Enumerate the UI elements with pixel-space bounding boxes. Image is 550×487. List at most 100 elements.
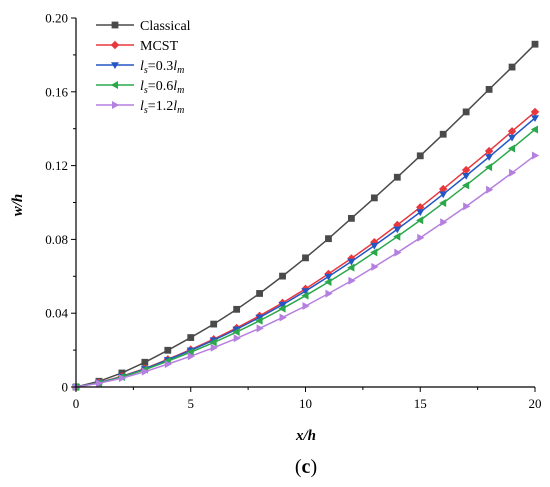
legend-subscript: m xyxy=(177,105,184,116)
legend-subscript: s xyxy=(144,65,148,76)
data-point xyxy=(416,203,425,212)
data-point xyxy=(531,115,539,122)
series-5 xyxy=(73,151,540,391)
data-point xyxy=(531,40,539,48)
data-point xyxy=(439,191,448,199)
legend-label: ls=0.6lm xyxy=(140,79,184,96)
data-point xyxy=(461,181,470,190)
data-point xyxy=(508,134,517,142)
data-point xyxy=(324,278,332,287)
data-point xyxy=(371,262,379,271)
y-tick-label: 0.08 xyxy=(45,232,68,247)
x-axis-label: x/h xyxy=(295,428,316,444)
legend-text: =0.3 xyxy=(148,59,173,74)
y-tick-label: 0.16 xyxy=(45,84,68,99)
data-point xyxy=(325,235,332,243)
legend-marker xyxy=(111,21,119,29)
legend-entry-5: ls=1.2lm xyxy=(96,99,184,116)
data-point xyxy=(256,324,264,333)
data-point xyxy=(485,86,493,93)
data-point xyxy=(141,367,150,376)
data-point xyxy=(347,258,356,266)
data-point xyxy=(348,214,355,222)
data-point xyxy=(187,352,195,361)
y-tick-label: 0.20 xyxy=(45,11,68,26)
data-point xyxy=(302,302,310,311)
legend-marker xyxy=(111,62,119,69)
data-point xyxy=(210,320,218,328)
data-point xyxy=(507,144,516,153)
data-point xyxy=(532,151,540,160)
x-tick-label: 0 xyxy=(73,396,80,411)
y-tick-label: 0.12 xyxy=(45,158,68,173)
data-point xyxy=(370,194,378,202)
caption-letter: c xyxy=(302,456,311,478)
data-point xyxy=(440,218,448,227)
data-point xyxy=(416,152,424,160)
data-point xyxy=(347,263,355,272)
axes: 0 5 10 15 20 0 0.04 0.08 0.12 0.16 0.20 xyxy=(45,11,541,412)
data-point xyxy=(186,348,194,357)
legend-symbol: l xyxy=(140,59,144,74)
legend-entry-1: Classical xyxy=(96,19,191,34)
legend-subscript: m xyxy=(177,65,184,76)
caption-close: ) xyxy=(310,456,317,478)
legend-symbol: l xyxy=(140,79,144,94)
data-point xyxy=(370,242,379,250)
x-tick-label: 10 xyxy=(299,396,312,411)
data-point xyxy=(302,254,309,262)
legend-label: Classical xyxy=(140,19,191,34)
data-point xyxy=(279,313,287,322)
data-point xyxy=(509,168,517,177)
caption-open: ( xyxy=(295,456,302,478)
legend-symbol: l xyxy=(173,99,177,114)
x-tick-label: 5 xyxy=(188,396,195,411)
legend-entry-4: ls=0.6lm xyxy=(96,79,184,96)
data-point xyxy=(278,301,287,309)
data-point xyxy=(118,374,127,383)
data-point xyxy=(462,108,470,116)
data-point xyxy=(370,248,378,257)
x-tick-label: 20 xyxy=(529,396,542,411)
data-point xyxy=(210,343,218,352)
legend-label: MCST xyxy=(140,39,179,54)
legend-symbol: l xyxy=(173,59,177,74)
data-point xyxy=(484,163,493,172)
data-point xyxy=(439,130,447,138)
legend-marker xyxy=(110,40,120,50)
legend-entry-2: MCST xyxy=(96,39,179,54)
data-point xyxy=(393,173,401,181)
legend-symbol: l xyxy=(140,99,144,114)
series-line xyxy=(75,111,536,388)
data-point xyxy=(416,209,425,217)
data-point xyxy=(508,63,516,71)
y-tick-label: 0 xyxy=(62,380,69,395)
data-point xyxy=(463,202,471,211)
data-point xyxy=(393,232,401,241)
legend-text: =0.6 xyxy=(148,79,173,94)
data-point xyxy=(486,185,494,194)
series-line xyxy=(75,154,536,388)
panel-caption: (c) xyxy=(295,456,317,478)
legend-subscript: s xyxy=(144,105,148,116)
data-point xyxy=(393,226,402,234)
series-2 xyxy=(71,107,540,392)
data-point xyxy=(255,316,263,325)
data-point xyxy=(325,289,333,298)
legend-text: =1.2 xyxy=(148,99,173,114)
data-point xyxy=(417,233,425,242)
data-point xyxy=(394,248,402,257)
y-axis-label: w/h xyxy=(10,194,26,217)
legend-label: ls=1.2lm xyxy=(140,99,184,116)
data-point xyxy=(232,328,240,337)
data-point xyxy=(301,288,310,296)
data-point xyxy=(439,184,448,194)
y-tick-label: 0.04 xyxy=(45,306,68,321)
data-point xyxy=(348,276,356,285)
data-point xyxy=(462,172,471,180)
data-point xyxy=(187,334,195,341)
data-point xyxy=(233,305,241,313)
data-point xyxy=(164,346,172,354)
